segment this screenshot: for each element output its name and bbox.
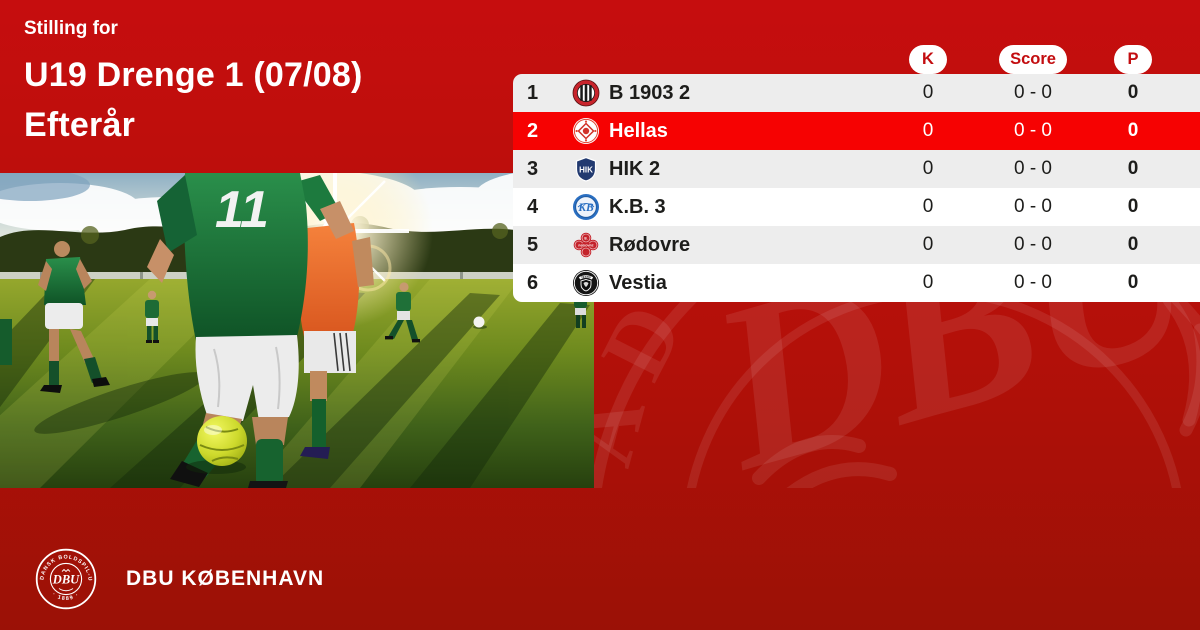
matches-value: 0 — [922, 158, 934, 179]
crest-monogram: DBU — [52, 573, 80, 587]
watermark-arc-letter: N — [594, 480, 643, 488]
score-value: 0 - 0 — [1013, 158, 1053, 179]
matches-value: 0 — [922, 272, 934, 293]
eyebrow-label: Stilling for — [24, 18, 118, 39]
standings-table: K Score P 1 B 1903 2 0 0 - 0 0 — [513, 44, 1200, 302]
score-value: 0 - 0 — [1013, 120, 1053, 141]
svg-text:HIK: HIK — [579, 166, 593, 175]
table-row: 5 B. RØDOVRE Rødovre 0 — [513, 226, 1200, 264]
kb-logo: KB — [563, 193, 609, 221]
left-player — [38, 237, 110, 393]
edge-player-fragment — [0, 319, 12, 365]
jersey-number: 11 — [215, 181, 269, 239]
column-header-p: P — [1114, 44, 1152, 74]
position-number: 4 — [527, 195, 539, 218]
watermark-arc-letter: D — [594, 289, 702, 395]
score-value: 0 - 0 — [1013, 82, 1053, 103]
position-number: 2 — [527, 119, 539, 142]
team-name: Hellas — [609, 119, 668, 142]
orange-bib-player — [296, 223, 374, 459]
matches-value: 0 — [922, 234, 934, 255]
distant-player-right — [385, 282, 420, 343]
svg-text:B.: B. — [584, 237, 587, 241]
crest-year: · 1889 · — [51, 592, 79, 602]
svg-text:KB: KB — [577, 202, 594, 214]
team-name: HIK 2 — [609, 157, 661, 180]
distant-ball — [473, 316, 487, 329]
watermark-arc-letter: A — [594, 385, 665, 476]
points-value: 0 — [1127, 82, 1139, 103]
watermark-leaf — [1162, 293, 1200, 437]
position-number: 6 — [527, 271, 539, 294]
matches-value: 0 — [922, 196, 934, 217]
position-number: 1 — [527, 81, 539, 104]
footer-brand-bar: DANSK BOLDSPIL-UNION · 1889 · DBU DBU KØ… — [35, 548, 324, 610]
points-value: 0 — [1127, 120, 1139, 141]
team-name: Rødovre — [609, 233, 691, 256]
svg-text:VESTIA: VESTIA — [581, 275, 591, 279]
svg-text:· 1889 ·: · 1889 · — [51, 592, 81, 602]
matches-value: 0 — [922, 82, 934, 103]
points-value: 0 — [1127, 196, 1139, 217]
svg-text:RØDOVRE: RØDOVRE — [578, 243, 593, 247]
football — [186, 416, 247, 474]
points-value: 0 — [1127, 234, 1139, 255]
position-number: 5 — [527, 233, 539, 256]
table-row: 6 VESTIA Vestia 0 0 - 0 0 — [513, 264, 1200, 302]
table-row: 1 B 1903 2 0 0 - 0 0 — [513, 74, 1200, 112]
points-value: 0 — [1127, 158, 1139, 179]
matches-value: 0 — [922, 120, 934, 141]
title-line-2: Efterår — [24, 106, 136, 144]
position-number: 3 — [527, 157, 539, 180]
main-player: 11 — [147, 173, 354, 488]
column-header-score: Score — [999, 44, 1067, 74]
table-row: 4 KB K.B. 3 0 0 - 0 0 — [513, 188, 1200, 226]
hellas-logo — [563, 117, 609, 145]
brand-name: DBU KØBENHAVN — [126, 567, 325, 590]
team-name: B 1903 2 — [609, 81, 691, 104]
score-value: 0 - 0 — [1013, 234, 1053, 255]
title-line-1: U19 Drenge 1 (07/08) — [24, 56, 363, 94]
team-name: K.B. 3 — [609, 195, 666, 218]
standings-header: K Score P — [513, 44, 1200, 74]
score-value: 0 - 0 — [1013, 196, 1053, 217]
rodovre-logo: B. RØDOVRE — [563, 231, 609, 259]
table-row: 3 HIK HIK 2 0 0 - 0 0 — [513, 150, 1200, 188]
vestia-logo: VESTIA — [563, 269, 609, 297]
team-name: Vestia — [609, 271, 667, 294]
dbu-crest-icon: DANSK BOLDSPIL-UNION · 1889 · DBU — [35, 548, 97, 610]
title-block: Stilling for U19 Drenge 1 (07/08) Efterå… — [24, 18, 504, 150]
table-row-highlighted: 2 Hellas 0 0 - 0 0 — [513, 112, 1200, 150]
b1903-logo — [563, 79, 609, 107]
column-header-k: K — [909, 44, 947, 74]
page-title: U19 Drenge 1 (07/08) Efterår — [24, 50, 504, 150]
score-value: 0 - 0 — [1013, 272, 1053, 293]
points-value: 0 — [1127, 272, 1139, 293]
watermark-wing — [752, 435, 897, 488]
distant-player-left — [145, 290, 159, 343]
football-photo: 11 — [0, 173, 594, 488]
hik-logo: HIK — [563, 155, 609, 183]
